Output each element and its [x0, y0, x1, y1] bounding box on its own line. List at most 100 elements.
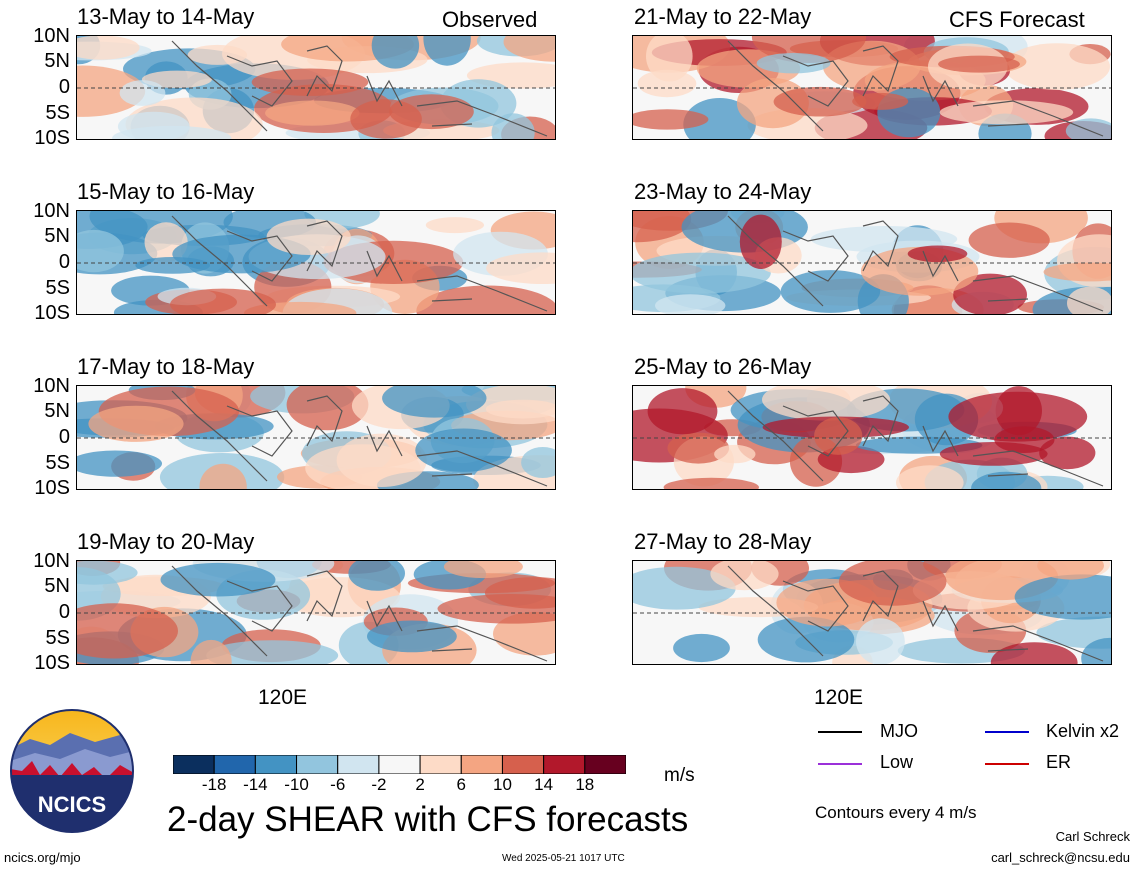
shear-blob — [1004, 43, 1110, 90]
y-tick-label: 5N — [44, 50, 70, 72]
legend-swatch-low — [818, 763, 862, 765]
shear-blob — [371, 36, 420, 69]
shear-blob — [423, 36, 471, 66]
map-panel — [76, 385, 556, 490]
shear-blob — [117, 111, 190, 139]
legend-swatch-kelvin — [985, 731, 1029, 733]
shear-blob — [810, 226, 958, 253]
shear-blob — [633, 109, 709, 130]
y-tick-label: 5N — [44, 575, 70, 597]
coastline — [727, 40, 1104, 137]
shear-blob — [838, 561, 947, 606]
shear-blob — [1036, 616, 1111, 649]
colorbar-tick-label: -10 — [284, 775, 309, 794]
shear-blob — [1065, 118, 1111, 139]
logo-text: NCICS — [38, 792, 106, 817]
panel-title: 15-May to 16-May — [77, 179, 255, 204]
forecast-label: CFS Forecast — [949, 7, 1085, 32]
y-tick-label: 5N — [44, 225, 70, 247]
shear-blob — [190, 639, 232, 664]
y-tick-label: 5S — [45, 102, 70, 124]
shear-blob — [77, 603, 178, 659]
panel-title: 13-May to 14-May — [77, 4, 255, 29]
shear-blob — [382, 386, 487, 418]
shear-field — [633, 36, 1111, 139]
shear-blob — [1067, 286, 1111, 314]
shear-blob — [673, 633, 730, 663]
shear-blob — [199, 463, 247, 489]
shear-blob — [655, 294, 726, 314]
shear-blob — [762, 386, 891, 421]
panel-title: 21-May to 22-May — [634, 4, 812, 29]
shear-blob — [206, 640, 339, 664]
map-panel — [632, 210, 1112, 315]
shear-blob — [780, 270, 881, 313]
y-tick-label: 0 — [58, 601, 70, 623]
shear-blob — [994, 426, 1055, 453]
shear-field — [77, 561, 555, 664]
shear-blob — [953, 273, 1027, 314]
coastline — [727, 215, 1104, 312]
coastline — [727, 565, 1104, 662]
colorbar-swatch — [543, 754, 586, 775]
shear-blob — [948, 391, 1088, 442]
colorbar-tick-label: 14 — [534, 775, 554, 794]
colorbar-swatch — [213, 754, 256, 775]
shear-blob — [77, 229, 124, 273]
colorbar-swatch — [501, 754, 545, 775]
y-tick-label: 10N — [33, 375, 70, 397]
shear-field — [77, 386, 555, 489]
y-tick-label: 10S — [34, 127, 70, 149]
legend-label-low: Low — [880, 752, 914, 772]
shear-blob — [348, 561, 405, 591]
map-panel — [76, 35, 556, 140]
colorbar-swatch — [172, 754, 215, 775]
coastline — [171, 390, 548, 487]
shear-blob — [77, 561, 138, 585]
shear-blob — [77, 36, 140, 60]
shear-blob — [77, 65, 146, 117]
y-tick-label: 10S — [34, 477, 70, 499]
shear-blob — [739, 214, 782, 269]
colorbar-unit: m/s — [664, 765, 695, 786]
shear-blob — [491, 113, 535, 139]
map-panel — [76, 560, 556, 665]
shear-blob — [968, 222, 1050, 258]
shear-blob — [938, 55, 1020, 73]
shear-blob — [646, 36, 693, 82]
colorbar-swatch — [378, 754, 421, 775]
shear-blob — [896, 465, 964, 489]
y-tick-label: 10S — [34, 652, 70, 674]
shear-blob — [1037, 561, 1104, 580]
y-tick-label: 5S — [45, 277, 70, 299]
shear-blob — [170, 288, 276, 314]
shear-blob — [667, 432, 730, 464]
shear-field — [633, 386, 1111, 489]
footer-url[interactable]: ncics.org/mjo — [4, 850, 81, 865]
shear-blob — [187, 44, 248, 65]
colorbar-tick-label: 18 — [575, 775, 595, 794]
shear-blob — [503, 36, 555, 62]
shear-blob — [443, 561, 523, 579]
y-tick-label: 10S — [34, 302, 70, 324]
shear-field — [77, 211, 555, 314]
map-panel — [632, 35, 1112, 140]
shear-blob — [389, 94, 474, 130]
ncics-logo: NCICS — [10, 709, 134, 833]
shear-blob — [425, 217, 484, 234]
colorbar-tick-label: 2 — [415, 775, 425, 794]
y-tick-label: 10N — [33, 200, 70, 222]
coastline — [171, 565, 548, 662]
colorbar — [172, 754, 627, 775]
footer-email[interactable]: carl_schreck@ncsu.edu — [991, 850, 1130, 865]
observed-label: Observed — [442, 7, 538, 32]
shear-blob — [77, 450, 162, 477]
shear-blob — [990, 642, 1078, 664]
y-tick-label: 0 — [58, 76, 70, 98]
colorbar-tick-label: -6 — [330, 775, 346, 794]
shear-blob — [1043, 262, 1111, 282]
x-tick-label: 120E — [814, 686, 864, 709]
shear-blob — [485, 399, 555, 419]
y-tick-label: 0 — [58, 251, 70, 273]
panel-title: 23-May to 24-May — [634, 179, 812, 204]
